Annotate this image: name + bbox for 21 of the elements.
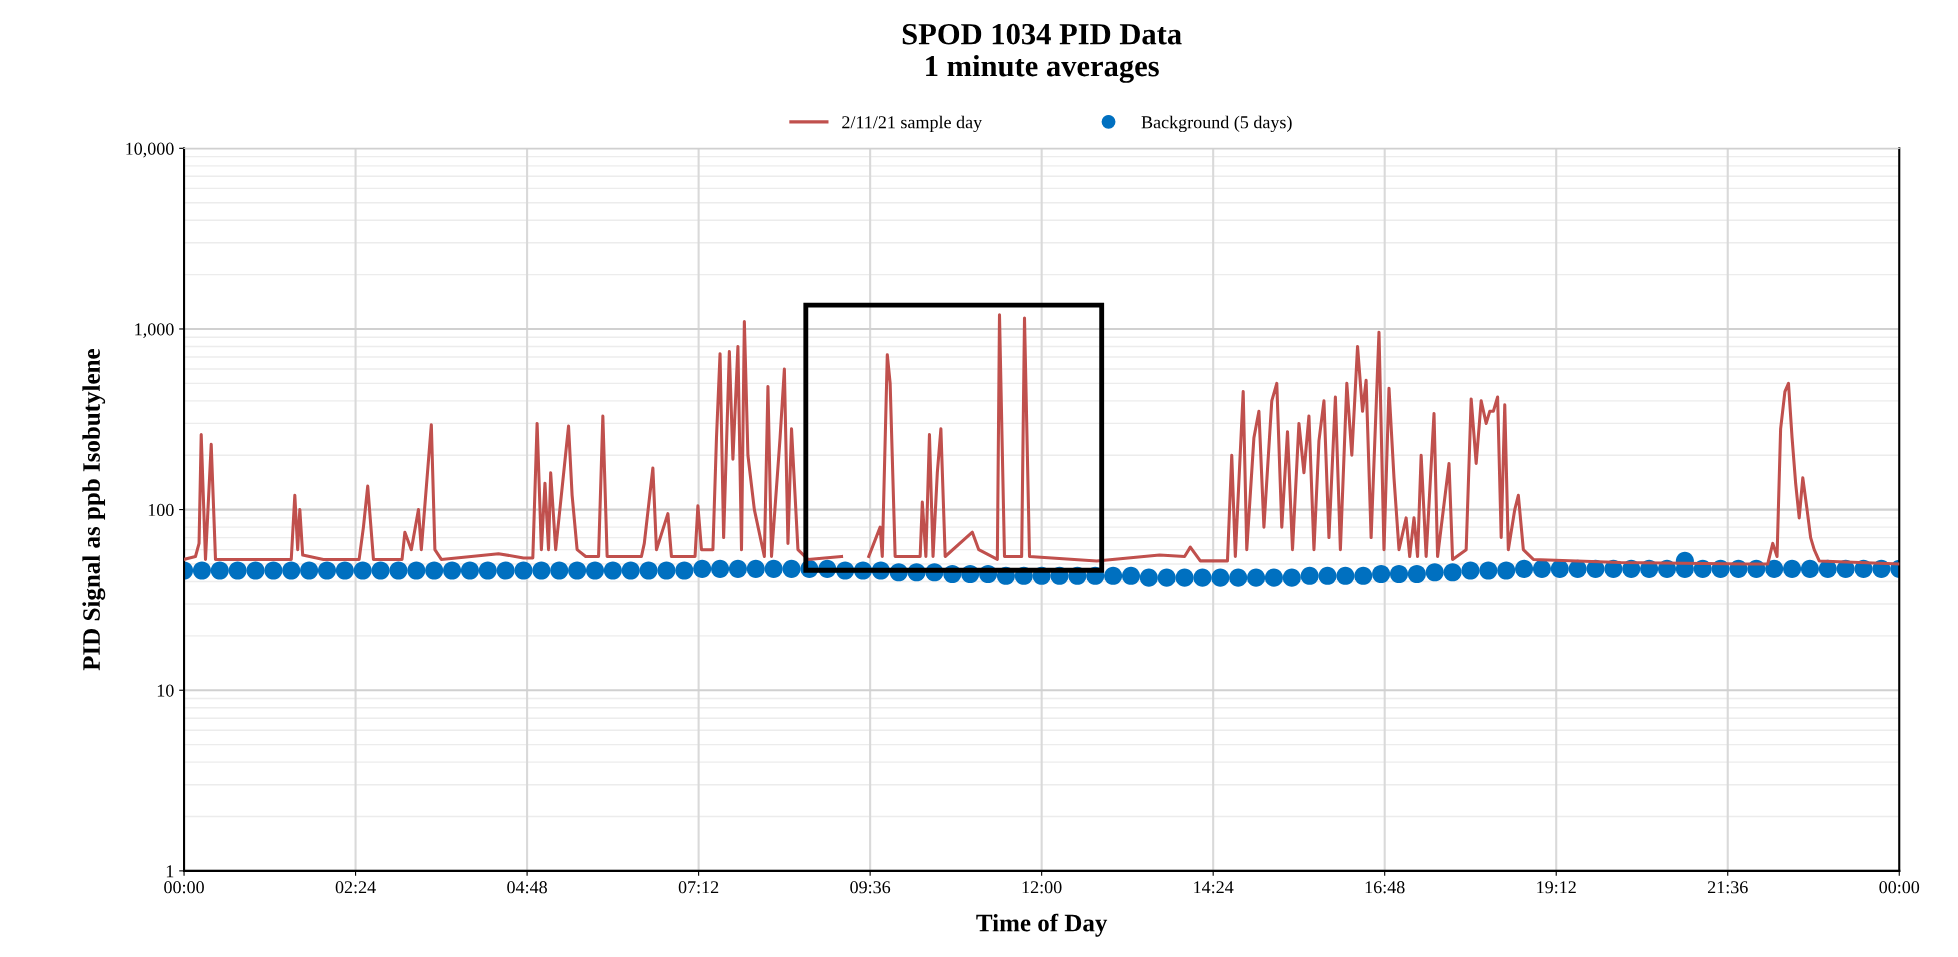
x-tick-label: 19:12 [1537, 881, 1576, 894]
x-tick-label: 16:48 [1365, 881, 1405, 894]
y-tick-label: 100 [148, 503, 174, 517]
legend-label: 2/11/21 sample day [842, 115, 983, 133]
x-tick-label: 12:00 [1022, 881, 1062, 894]
x-tick-label: 14:24 [1194, 881, 1234, 894]
x-tick-label: 09:36 [850, 881, 891, 894]
legend-label: Background (5 days) [1141, 115, 1292, 133]
x-tick-label: 04:48 [507, 881, 547, 894]
x-tick-label: 07:12 [678, 881, 719, 894]
x-tick-label: 21:36 [1707, 881, 1748, 894]
x-tick-label: 00:00 [1879, 881, 1920, 894]
chart-title: SPOD 1034 PID Data 1 minute averages [902, 23, 1182, 83]
y-tick-label: 10 [157, 684, 174, 697]
y-axis-title: PID Signal as ppb Isobutylene [82, 349, 106, 671]
y-tick-label: 1,000 [135, 323, 174, 339]
x-tick-label: 00:00 [164, 881, 204, 894]
x-tick-label: 02:24 [335, 881, 376, 894]
y-tick-label: 1 [166, 865, 174, 878]
x-axis-title: Time of Day [976, 913, 1108, 937]
y-tick-label: 10,000 [126, 142, 174, 158]
